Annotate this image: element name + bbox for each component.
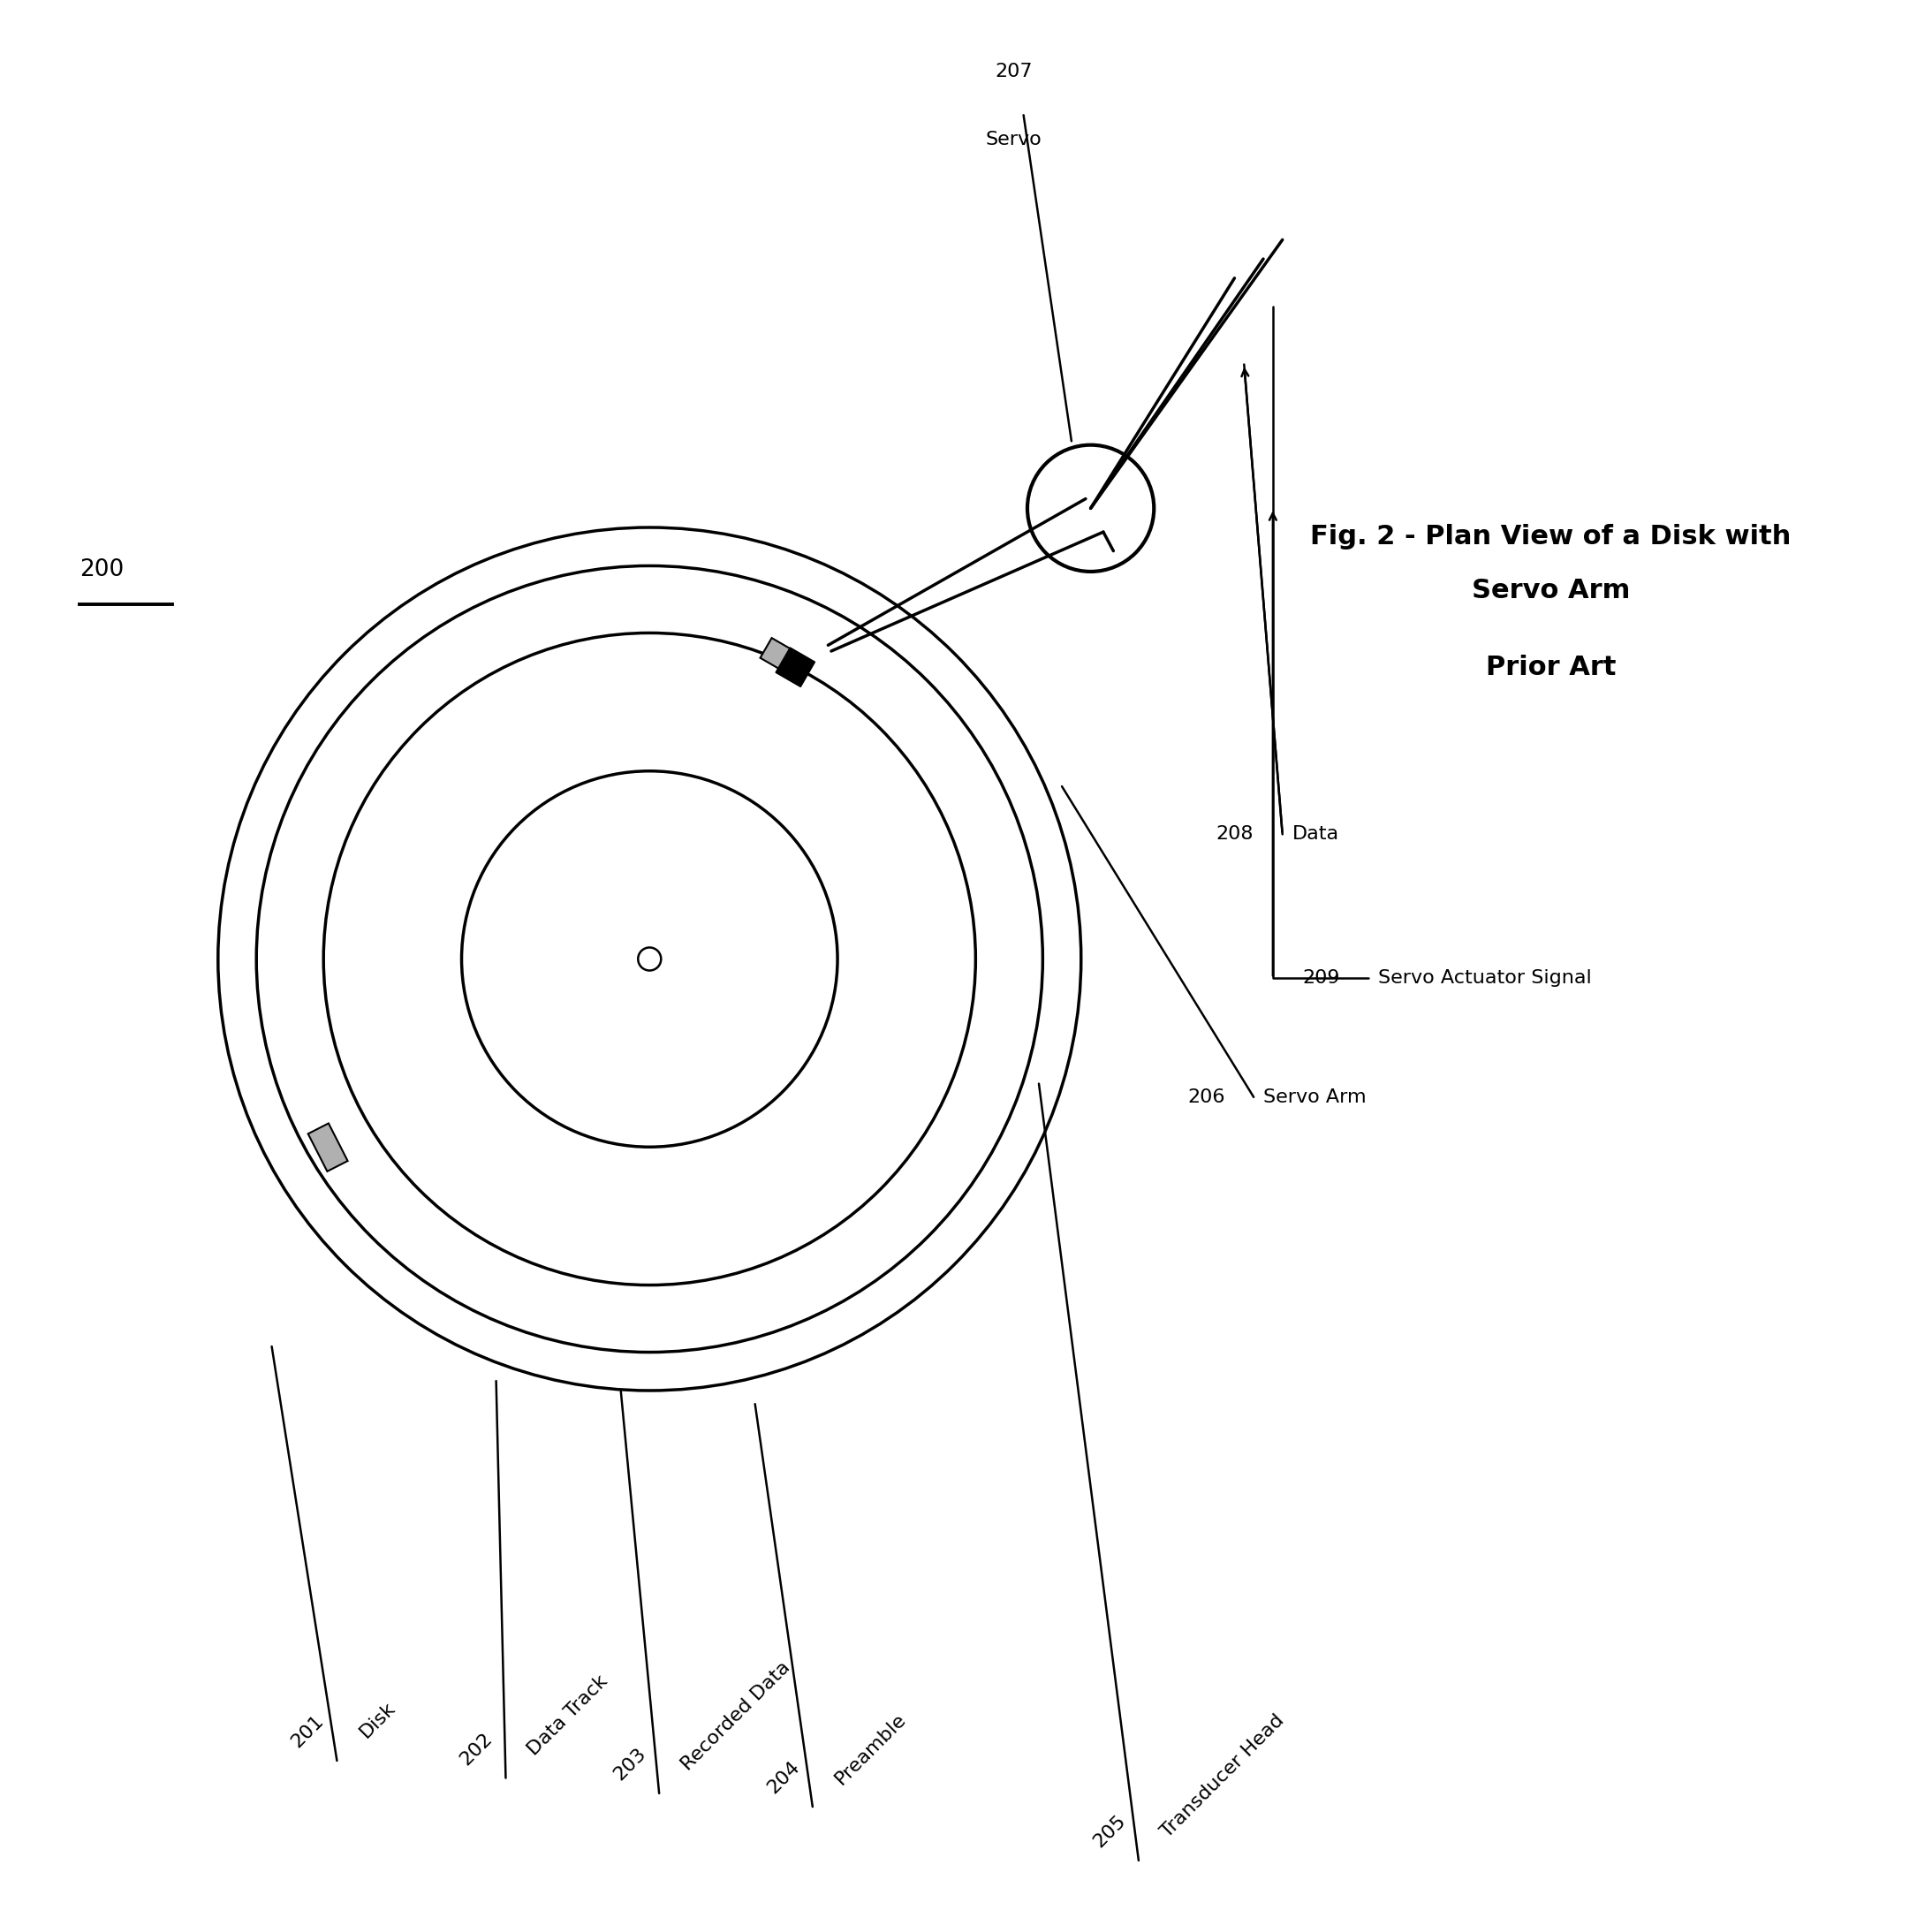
Bar — [307, 1124, 348, 1172]
Text: 205: 205 — [1090, 1813, 1128, 1851]
Text: 206: 206 — [1188, 1088, 1225, 1107]
Text: Disk: Disk — [355, 1699, 398, 1742]
Text: Fig. 2 - Plan View of a Disk with: Fig. 2 - Plan View of a Disk with — [1310, 524, 1791, 550]
Text: Transducer Head: Transducer Head — [1157, 1711, 1287, 1841]
Text: 203: 203 — [611, 1745, 649, 1784]
Bar — [759, 639, 808, 679]
Text: Prior Art: Prior Art — [1486, 654, 1615, 681]
Text: Preamble: Preamble — [833, 1709, 910, 1788]
Text: Servo Actuator Signal: Servo Actuator Signal — [1378, 969, 1592, 988]
Text: Servo: Servo — [985, 130, 1041, 148]
Circle shape — [1028, 445, 1153, 572]
Text: Data Track: Data Track — [526, 1672, 612, 1759]
Text: Servo Arm: Servo Arm — [1472, 577, 1631, 604]
Text: 204: 204 — [763, 1759, 804, 1797]
Text: Recorded Data: Recorded Data — [678, 1659, 794, 1774]
Text: 207: 207 — [995, 63, 1034, 81]
Text: 202: 202 — [458, 1730, 497, 1768]
Text: Data: Data — [1293, 825, 1339, 844]
Text: 201: 201 — [288, 1713, 327, 1751]
Text: 208: 208 — [1215, 825, 1254, 844]
Text: Servo Arm: Servo Arm — [1264, 1088, 1366, 1107]
Text: 200: 200 — [79, 558, 124, 581]
Text: 209: 209 — [1302, 969, 1341, 988]
Bar — [775, 648, 815, 687]
